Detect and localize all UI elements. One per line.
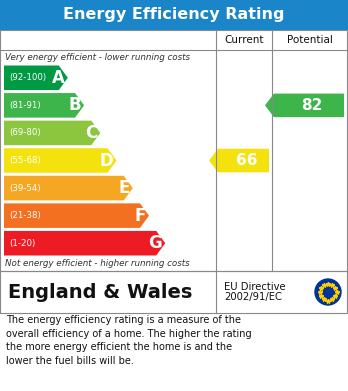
Bar — [0, 0, 348, 30]
Text: (55-68): (55-68) — [9, 156, 41, 165]
Text: Energy Efficiency Rating: Energy Efficiency Rating — [63, 7, 285, 23]
Text: B: B — [69, 96, 81, 114]
Text: (69-80): (69-80) — [9, 128, 41, 137]
Text: Current: Current — [224, 35, 264, 45]
Polygon shape — [4, 148, 117, 173]
Text: The energy efficiency rating is a measure of the
overall efficiency of a home. T: The energy efficiency rating is a measur… — [6, 315, 252, 366]
Text: 82: 82 — [301, 98, 323, 113]
Text: D: D — [100, 151, 113, 170]
Text: F: F — [135, 206, 146, 225]
Text: Not energy efficient - higher running costs: Not energy efficient - higher running co… — [5, 260, 190, 269]
Text: Potential: Potential — [286, 35, 332, 45]
Polygon shape — [4, 121, 100, 145]
Bar — [0, 271, 348, 313]
Text: (1-20): (1-20) — [9, 239, 35, 248]
Text: A: A — [52, 69, 65, 87]
Text: (92-100): (92-100) — [9, 73, 46, 82]
Text: England & Wales: England & Wales — [8, 283, 192, 301]
Text: (21-38): (21-38) — [9, 211, 41, 220]
Bar — [0, 30, 348, 271]
Text: EU Directive: EU Directive — [224, 282, 286, 292]
Text: (39-54): (39-54) — [9, 183, 41, 193]
Polygon shape — [4, 231, 165, 255]
Text: Very energy efficient - lower running costs: Very energy efficient - lower running co… — [5, 52, 190, 61]
Text: C: C — [85, 124, 97, 142]
Polygon shape — [4, 93, 84, 118]
Polygon shape — [4, 203, 149, 228]
Text: 66: 66 — [236, 153, 257, 168]
Polygon shape — [265, 93, 344, 117]
Circle shape — [315, 279, 341, 305]
Text: G: G — [149, 234, 162, 252]
Polygon shape — [4, 176, 133, 200]
Polygon shape — [4, 66, 68, 90]
Text: E: E — [118, 179, 130, 197]
Text: 2002/91/EC: 2002/91/EC — [224, 292, 282, 302]
Polygon shape — [209, 149, 269, 172]
Text: (81-91): (81-91) — [9, 101, 41, 110]
